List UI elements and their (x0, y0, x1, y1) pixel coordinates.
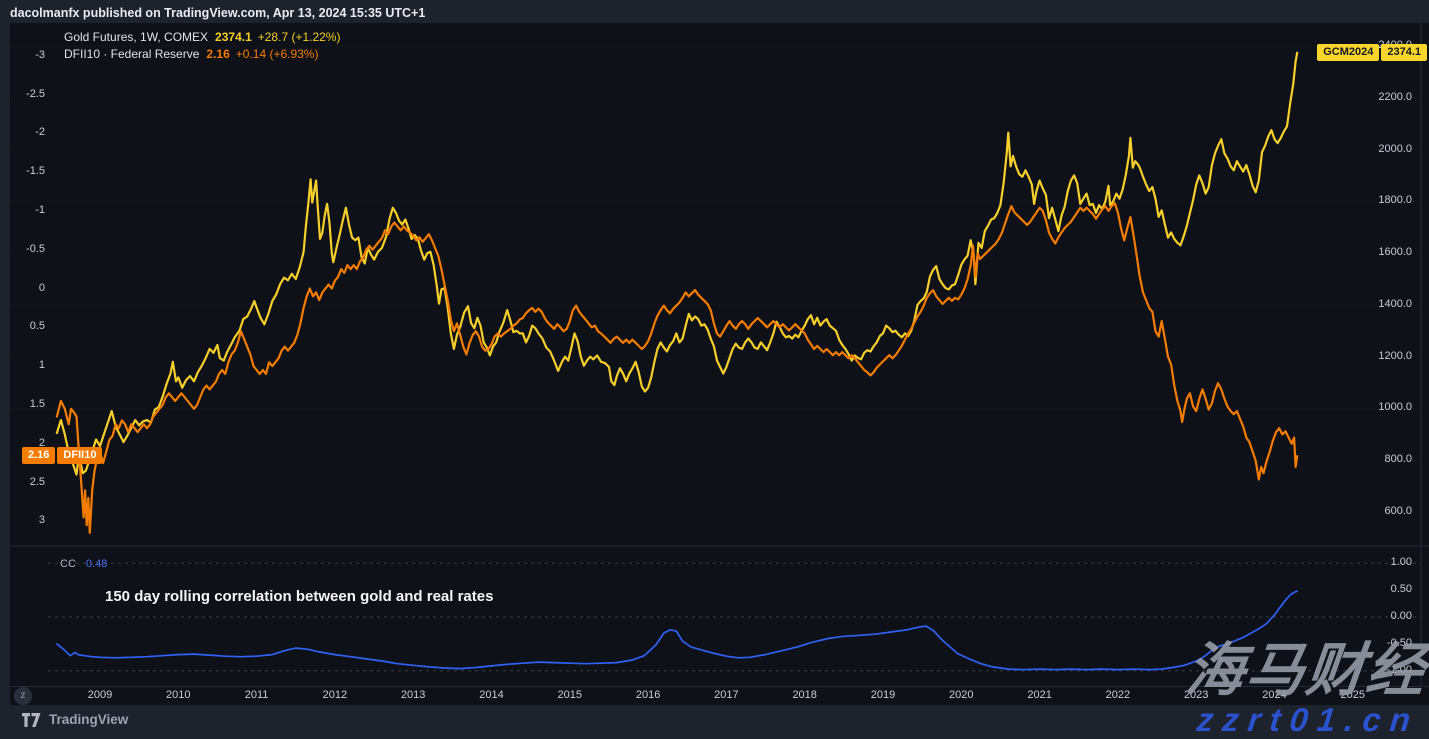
timezone-badge[interactable]: z (14, 687, 32, 705)
gold-series-line (55, 51, 1299, 476)
rate-tag-value: 2.16 (22, 447, 56, 464)
gold-price-tag: GCM2024 2374.1 (1317, 44, 1427, 61)
tradingview-attribution[interactable]: TradingView (22, 712, 128, 727)
correlation-line (56, 590, 1299, 671)
correlation-caption: 150 day rolling correlation between gold… (105, 588, 494, 605)
correlation-indicator-row[interactable]: CC 0.48 (60, 558, 107, 570)
rate-series-line (55, 202, 1299, 535)
legend-rate-value: 2.16 (206, 47, 230, 61)
legend-rate-title: DFII10 · Federal Reserve (64, 47, 200, 61)
chart-legend: Gold Futures, 1W, COMEX 2374.1 +28.7 (+1.2… (64, 29, 340, 63)
publish-note: dacolmanfx published on TradingView.com,… (10, 6, 426, 20)
correlation-indicator-value: 0.48 (85, 558, 108, 570)
legend-gold-value: 2374.1 (215, 30, 252, 44)
rate-tag-symbol: DFII10 (57, 447, 103, 464)
legend-rate-row[interactable]: DFII10 · Federal Reserve 2.16 +0.14 (+6.93… (64, 46, 340, 63)
rate-price-tag: 2.16 DFII10 (22, 447, 103, 464)
correlation-indicator-label: CC (60, 558, 76, 570)
tradingview-logo-icon (22, 712, 41, 727)
legend-gold-change: +28.7 (+1.22%) (257, 30, 341, 44)
gold-tag-value: 2374.1 (1381, 44, 1427, 61)
legend-rate-change: +0.14 (+6.93%) (235, 47, 319, 61)
gold-tag-symbol: GCM2024 (1317, 44, 1380, 61)
tradingview-brand-text: TradingView (49, 712, 129, 727)
legend-gold-row[interactable]: Gold Futures, 1W, COMEX 2374.1 +28.7 (+1.2… (64, 29, 340, 46)
legend-gold-title: Gold Futures, 1W, COMEX (64, 30, 209, 44)
